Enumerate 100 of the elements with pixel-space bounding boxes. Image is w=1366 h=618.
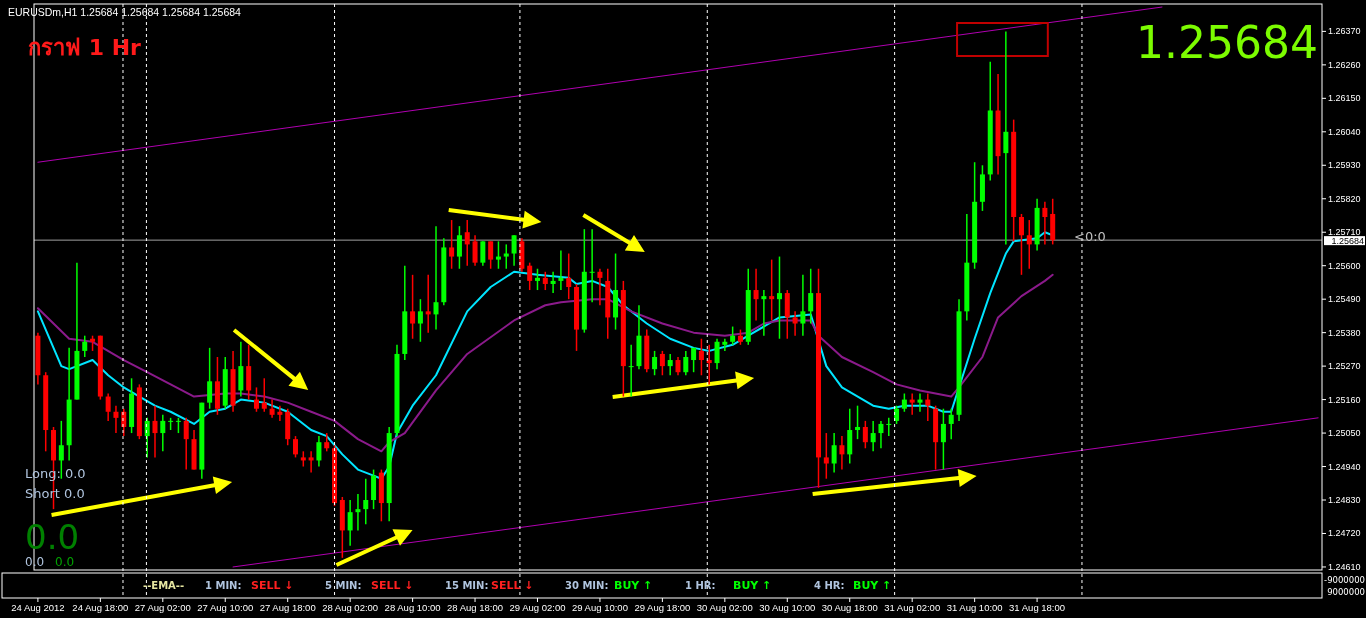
ref-line-label: 1.25684 — [1331, 235, 1364, 246]
candlestick — [456, 225, 462, 270]
candlestick — [355, 493, 361, 532]
text: 1 MIN: — [205, 580, 242, 591]
candlestick — [58, 420, 64, 480]
candlestick — [261, 377, 267, 413]
candlestick — [363, 477, 369, 526]
candlestick — [425, 274, 431, 334]
text: 5 MIN: — [325, 580, 362, 591]
text: SELL ↓ — [491, 579, 534, 592]
candlestick — [1042, 201, 1048, 246]
candlestick — [948, 407, 954, 440]
candlestick — [113, 404, 119, 434]
candlestick — [566, 252, 572, 300]
candlestick — [183, 417, 189, 471]
x-tick-label: 27 Aug 10:00 — [197, 602, 254, 613]
candlestick — [503, 243, 509, 270]
x-tick-label: 31 Aug 18:00 — [1009, 602, 1066, 613]
text: BUY ↑ — [733, 579, 772, 592]
y-tick-label: 1.25490 — [1328, 294, 1361, 305]
candlestick — [698, 337, 704, 376]
candlestick — [1003, 30, 1009, 246]
candlestick — [277, 404, 283, 422]
candlestick — [316, 435, 322, 468]
candlestick — [901, 392, 907, 413]
annotation: 0.0 — [55, 555, 75, 569]
y-tick-label: 1.25380 — [1328, 327, 1361, 338]
chart-subtitle: EURUSDm,H1 1.25684 1.25684 1.25684 1.25684 — [8, 6, 242, 18]
candlestick — [925, 392, 931, 422]
candlestick — [105, 392, 111, 422]
y-tick-label: 1.24940 — [1328, 461, 1361, 472]
candlestick — [464, 219, 470, 267]
candlestick — [940, 407, 946, 471]
candlestick — [706, 344, 712, 386]
text: 4 HR: — [814, 580, 845, 591]
candlestick — [870, 420, 876, 453]
y-tick-label: 1.26370 — [1328, 26, 1361, 37]
candlestick — [675, 356, 681, 376]
x-tick-label: 30 Aug 02:00 — [696, 602, 753, 613]
line-series — [36, 273, 1054, 453]
y-tick-label: 1.24610 — [1328, 561, 1361, 572]
text: SELL ↓ — [371, 579, 414, 592]
candlestick — [917, 392, 923, 413]
text: BUY ↑ — [614, 579, 653, 592]
candlestick — [152, 404, 158, 459]
x-tick-label: 29 Aug 10:00 — [571, 602, 628, 613]
y-tick-label: 1.25050 — [1328, 428, 1361, 439]
candlestick — [776, 255, 782, 340]
candlestick — [472, 234, 478, 267]
y-tick-label: 1.24830 — [1328, 495, 1361, 506]
candlestick — [683, 350, 689, 376]
candlestick — [1018, 213, 1024, 276]
y-tick-label: 1.25710 — [1328, 227, 1361, 238]
candlestick — [82, 334, 88, 358]
x-tick-label: 28 Aug 10:00 — [384, 602, 441, 613]
x-tick-label: 31 Aug 10:00 — [946, 602, 1003, 613]
candlestick — [722, 337, 728, 352]
candlestick — [308, 450, 314, 474]
candlestick — [652, 350, 658, 376]
candlestick — [480, 240, 486, 267]
candlestick — [792, 310, 798, 337]
candlestick — [823, 432, 829, 480]
candlestick — [628, 344, 634, 398]
x-tick-label: 31 Aug 02:00 — [884, 602, 941, 613]
y-tick-label: 1.25930 — [1328, 160, 1361, 171]
x-tick-label: 27 Aug 18:00 — [259, 602, 316, 613]
y-tick-label: 1.25160 — [1328, 394, 1361, 405]
y-tick-label: 1.26260 — [1328, 59, 1361, 70]
candlestick — [160, 414, 166, 453]
candlestick — [449, 219, 455, 270]
candlestick — [808, 267, 814, 325]
x-tick-label: 29 Aug 02:00 — [509, 602, 566, 613]
x-tick-label: 30 Aug 18:00 — [821, 602, 878, 613]
text: --EMA-- — [143, 580, 185, 591]
candlestick — [769, 258, 775, 322]
text: SELL ↓ — [251, 579, 294, 592]
text: BUY ↑ — [853, 579, 892, 592]
x-tick-label: 28 Aug 02:00 — [322, 602, 379, 613]
x-tick-label: 24 Aug 18:00 — [72, 602, 129, 613]
x-tick-label: 30 Aug 10:00 — [759, 602, 816, 613]
x-tick-label: 28 Aug 18:00 — [447, 602, 504, 613]
y-tick-label: 1.26040 — [1328, 126, 1361, 137]
candlestick — [855, 404, 861, 440]
text: -9000000 — [1324, 575, 1365, 585]
text: 30 MIN: — [565, 580, 609, 591]
y-tick-label: 1.25600 — [1328, 260, 1361, 271]
candlestick — [761, 289, 767, 337]
candlestick — [597, 267, 603, 307]
candlestick — [324, 432, 330, 453]
candlestick — [253, 386, 259, 413]
candlestick — [488, 240, 494, 270]
candlestick — [839, 435, 845, 471]
candlestick — [878, 420, 884, 450]
candlestick — [909, 392, 915, 416]
candlestick — [831, 432, 837, 474]
candlestick — [800, 274, 806, 337]
candlestick — [550, 271, 556, 294]
y-tick-label: 1.25820 — [1328, 193, 1361, 204]
candlestick — [714, 337, 720, 370]
candlestick — [527, 261, 533, 291]
